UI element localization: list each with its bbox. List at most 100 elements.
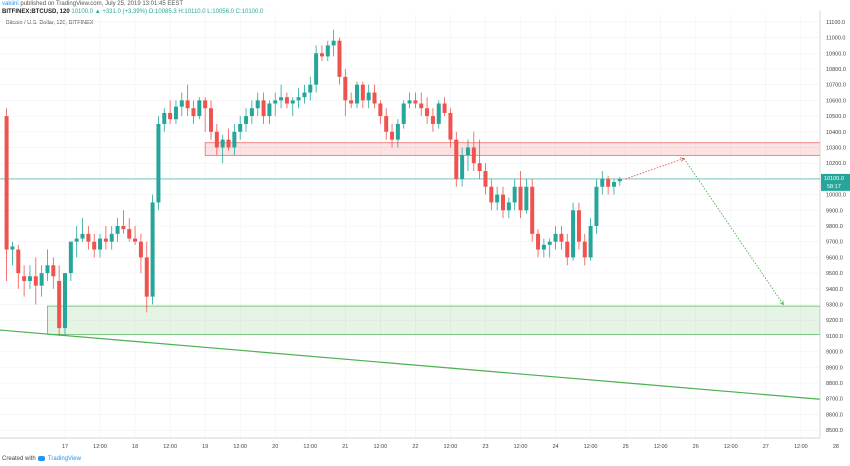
candle-body xyxy=(471,147,476,164)
x-tick-label: 12:00 xyxy=(514,444,528,450)
candle xyxy=(600,171,605,195)
candle xyxy=(360,81,365,109)
candle-body xyxy=(191,108,196,117)
candle-body xyxy=(156,123,161,203)
candle xyxy=(512,178,517,211)
candle xyxy=(495,186,500,211)
y-tick-label: 10300.0 xyxy=(826,145,846,151)
y-tick-label: 9000.0 xyxy=(826,350,843,356)
candle xyxy=(337,37,342,85)
candle-body xyxy=(331,40,336,46)
candle-body xyxy=(425,108,430,117)
x-tick-label: 17 xyxy=(62,444,68,450)
candle-body xyxy=(419,103,424,109)
candle xyxy=(395,119,400,148)
candle xyxy=(372,84,377,109)
price-axis-bg xyxy=(820,0,850,466)
candle-body xyxy=(407,100,412,104)
candle-body xyxy=(349,100,354,104)
candle-body xyxy=(571,210,576,258)
candle xyxy=(138,233,143,274)
candle-body xyxy=(465,147,470,156)
candle xyxy=(162,108,167,132)
candle xyxy=(273,92,278,117)
candle-body xyxy=(372,92,377,104)
candle xyxy=(103,226,108,250)
candle xyxy=(506,197,511,219)
candle-body xyxy=(150,202,155,297)
x-tick-label: 25 xyxy=(623,444,629,450)
publish-info: vakiini published on TradingView.com, Ju… xyxy=(2,1,183,7)
candle-body xyxy=(162,112,167,124)
candle-body xyxy=(244,116,249,124)
y-tick-label: 10900.0 xyxy=(826,51,846,57)
candle xyxy=(179,92,184,117)
candle-body xyxy=(530,186,535,234)
x-tick-label: 12:00 xyxy=(794,444,808,450)
y-tick-label: 9600.0 xyxy=(826,255,843,261)
candle xyxy=(419,92,424,117)
x-tick-label: 20 xyxy=(272,444,278,450)
candle-body xyxy=(454,139,459,179)
y-tick-label: 9900.0 xyxy=(826,208,843,214)
candle xyxy=(571,202,576,261)
y-tick-label: 9500.0 xyxy=(826,271,843,277)
x-tick-label: 12:00 xyxy=(724,444,738,450)
candle xyxy=(209,100,213,140)
candle-body xyxy=(63,273,67,329)
candle-body xyxy=(68,241,73,274)
candle xyxy=(518,171,523,219)
candle-body xyxy=(576,210,581,242)
candle xyxy=(10,241,15,266)
author-name[interactable]: vakiini xyxy=(2,1,19,7)
candle xyxy=(413,92,418,109)
x-tick-label: 12:00 xyxy=(584,444,598,450)
candle-body xyxy=(378,103,383,117)
candle xyxy=(576,202,581,250)
x-tick-label: 23 xyxy=(482,444,488,450)
candle xyxy=(255,92,260,117)
x-tick-label: 12:00 xyxy=(233,444,247,450)
candle-body xyxy=(45,265,50,274)
y-tick-label: 10800.0 xyxy=(826,67,846,73)
candle xyxy=(27,265,32,289)
chart-title: Bitcoin / U.S. Dollar, 120, BITFINEX xyxy=(6,20,94,26)
x-tick-label: 12:00 xyxy=(373,444,387,450)
candle xyxy=(63,273,67,336)
candle xyxy=(226,128,231,151)
candle-body xyxy=(226,139,231,148)
candle-body xyxy=(74,238,79,242)
candle-body xyxy=(39,273,44,286)
candle xyxy=(355,81,359,109)
candle-body xyxy=(501,194,505,211)
candle xyxy=(232,123,237,156)
candle-body xyxy=(51,265,56,277)
candle-body xyxy=(115,226,120,234)
candle xyxy=(191,100,196,124)
candle-body xyxy=(203,100,208,109)
candle-body xyxy=(430,116,435,124)
candle-body xyxy=(185,100,190,109)
candle-body xyxy=(284,97,289,104)
projection-down-path-arrowhead xyxy=(779,300,784,306)
brand-link[interactable]: TradingView xyxy=(47,456,81,463)
y-tick-label: 8500.0 xyxy=(826,428,843,434)
x-tick-label: 12:00 xyxy=(303,444,317,450)
y-tick-label: 10200.0 xyxy=(826,161,846,167)
candle xyxy=(559,226,564,250)
candle xyxy=(401,100,406,129)
x-tick-label: 24 xyxy=(552,444,558,450)
candle xyxy=(489,178,494,211)
candle xyxy=(407,92,412,109)
candle-body xyxy=(448,112,453,140)
support-zone xyxy=(47,305,821,335)
candle-body xyxy=(541,244,546,250)
symbol-info: BITFINEX:BTCUSD, 120 10100.0 ▲ +331.0 (+… xyxy=(2,9,263,15)
candle xyxy=(115,218,120,242)
candle-body xyxy=(401,103,406,124)
candle-body xyxy=(197,100,202,117)
x-tick-label: 26 xyxy=(693,444,699,450)
candle-body xyxy=(273,100,278,104)
candle xyxy=(168,100,173,124)
